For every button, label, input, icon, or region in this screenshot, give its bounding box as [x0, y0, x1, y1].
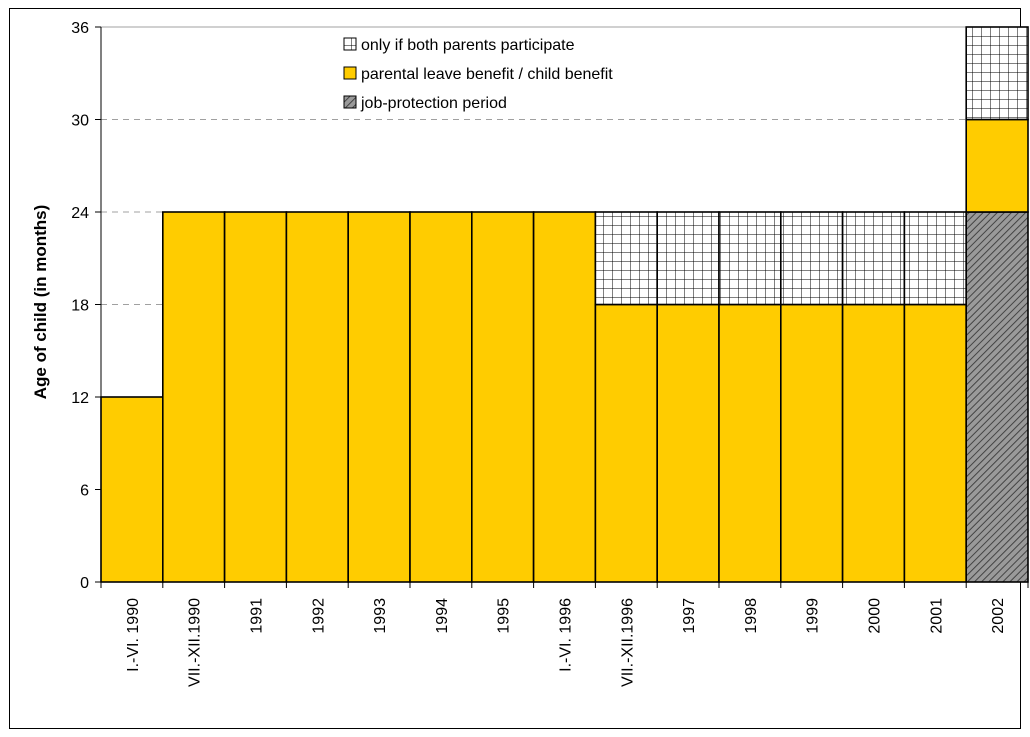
bar-7-series-1: [532, 211, 597, 583]
x-tick-label-6: 1995: [496, 598, 513, 634]
legend-label-1: parental leave benefit / child benefit: [361, 66, 613, 83]
axes: [95, 26, 1029, 588]
x-tick-labels: I.-VI. 1990 VII.-XII.1990 1991 1992 1993 1994…: [125, 598, 1007, 687]
legend-swatch-0: [343, 37, 357, 51]
bar-4-series-1: [347, 211, 411, 583]
bar-14-series-1: [965, 118, 1029, 213]
bar-14-series-0: [965, 211, 1029, 583]
bar-11-series-2: [779, 211, 844, 306]
legend-label-0: only if both parents participate: [361, 37, 575, 54]
y-tick-labels: 0 6 12 18 24 30 36: [71, 20, 89, 592]
x-tick-label-7: I.-VI. 1996: [558, 598, 575, 672]
x-tick-label-4: 1993: [372, 598, 389, 634]
bar-9-series-2: [656, 211, 720, 306]
x-tick-label-9: 1997: [681, 598, 698, 634]
bar-12-series-2: [841, 211, 906, 306]
bar-14-series-2: [965, 26, 1029, 121]
bar-1-series-1: [162, 211, 226, 583]
legend-swatch-1: [343, 66, 357, 80]
bar-8-series-2: [594, 211, 659, 306]
legend-swatch-2: [343, 95, 357, 109]
y-tick-label-12: 12: [71, 390, 89, 407]
legend-label-2: job-protection period: [360, 95, 507, 112]
y-tick-label-6: 6: [80, 483, 89, 500]
bar-11-series-1: [779, 303, 844, 583]
bar-13-series-2: [903, 211, 968, 306]
x-tick-label-8: VII.-XII.1996: [619, 598, 636, 687]
x-tick-label-13: 2001: [928, 598, 945, 634]
x-tick-label-11: 1999: [805, 598, 822, 634]
x-tick-label-1: VII.-XII.1990: [187, 598, 204, 687]
bar-0-series-1: [100, 396, 164, 583]
x-tick-label-12: 2000: [867, 598, 884, 634]
bar-12-series-1: [841, 303, 906, 583]
x-tick-label-5: 1994: [434, 598, 451, 634]
y-axis-title: Age of child (in months): [31, 205, 50, 400]
x-tick-label-10: 1998: [743, 598, 760, 634]
bar-5-series-1: [409, 211, 473, 583]
y-tick-label-0: 0: [80, 575, 89, 592]
legend: only if both parents participate parental…: [343, 37, 613, 112]
bar-9-series-1: [656, 303, 720, 583]
bar-6-series-1: [470, 211, 535, 583]
x-tick-label-3: 1992: [310, 598, 327, 634]
x-tick-label-2: 1991: [249, 598, 266, 634]
y-tick-label-24: 24: [71, 205, 89, 222]
bar-13-series-1: [903, 303, 968, 583]
x-tick-label-0: I.-VI. 1990: [125, 598, 142, 672]
y-tick-label-36: 36: [71, 20, 89, 37]
bar-3-series-1: [285, 211, 349, 583]
bars: [100, 26, 1029, 583]
bar-8-series-1: [594, 303, 659, 583]
bar-2-series-1: [223, 211, 288, 583]
y-tick-label-18: 18: [71, 298, 89, 315]
x-tick-label-14: 2002: [990, 598, 1007, 634]
bar-10-series-2: [718, 211, 782, 306]
bar-10-series-1: [718, 303, 782, 583]
y-tick-label-30: 30: [71, 113, 89, 130]
